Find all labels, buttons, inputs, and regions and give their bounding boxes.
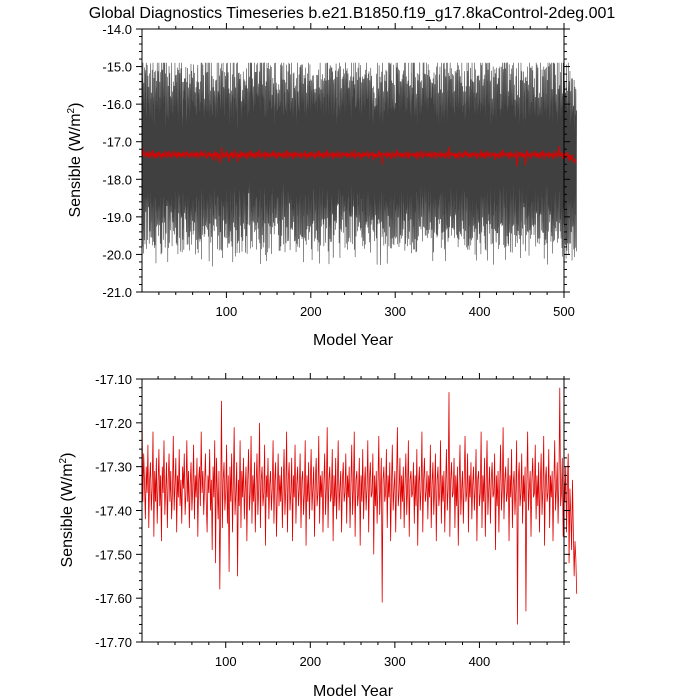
- bottom-y-axis-label: Sensible (W/m2): [58, 453, 76, 568]
- y-tick-label: -17.10: [95, 372, 132, 387]
- figure-title: Global Diagnostics Timeseries b.e21.B185…: [89, 5, 616, 22]
- y-tick-label: -16.0: [102, 97, 132, 112]
- x-tick-label: 100: [215, 654, 237, 669]
- y-tick-label: -19.0: [102, 210, 132, 225]
- x-tick-label: 300: [384, 304, 406, 319]
- y-tick-label: -17.0: [102, 135, 132, 150]
- top-y-tick-labels: -14.0 -15.0 -16.0 -17.0 -18.0 -19.0 -20.0 -21.0: [102, 22, 132, 300]
- y-tick-label: -21.0: [102, 285, 132, 300]
- top-annual-series: [141, 146, 577, 167]
- y-tick-label: -17.70: [95, 635, 132, 650]
- x-tick-label: 200: [300, 304, 322, 319]
- x-tick-label: 100: [216, 304, 238, 319]
- annual-mean-line: [141, 146, 577, 167]
- monthly-line: [141, 62, 577, 267]
- bottom-x-tick-labels: 100 200 300 400: [215, 654, 490, 669]
- y-tick-label: -17.60: [95, 591, 132, 606]
- x-tick-label: 400: [469, 304, 491, 319]
- x-tick-label: 400: [469, 654, 491, 669]
- y-tick-label: -18.0: [102, 172, 132, 187]
- top-x-tick-labels: 100 200 300 400 500: [216, 304, 575, 319]
- x-tick-label: 200: [299, 654, 321, 669]
- y-tick-label: -20.0: [102, 247, 132, 262]
- top-x-axis-label: Model Year: [313, 332, 394, 349]
- bottom-annual-series: [141, 387, 578, 625]
- top-plot-frame: [141, 28, 565, 293]
- top-monthly-series: [141, 62, 577, 267]
- y-tick-label: -17.20: [95, 416, 132, 431]
- top-panel: -14.0 -15.0 -16.0 -17.0 -18.0 -19.0 -20.0 -21.0…: [66, 22, 577, 349]
- top-axis-ticks: [136, 23, 570, 298]
- y-tick-label: -17.50: [95, 547, 132, 562]
- y-tick-label: -14.0: [102, 22, 132, 37]
- bottom-y-tick-labels: -17.10 -17.20 -17.30 -17.40 -17.50 -17.60 -17.…: [95, 372, 132, 650]
- y-tick-label: -15.0: [102, 60, 132, 75]
- x-tick-label: 500: [553, 304, 575, 319]
- y-tick-label: -17.30: [95, 460, 132, 475]
- bottom-panel: -17.10 -17.20 -17.30 -17.40 -17.50 -17.60 -17.…: [58, 372, 578, 700]
- x-tick-label: 300: [384, 654, 406, 669]
- annual-line: [141, 387, 578, 625]
- top-y-axis-label: Sensible (W/m2): [66, 103, 84, 218]
- y-tick-label: -17.40: [95, 504, 132, 519]
- bottom-axis-ticks: [136, 373, 570, 648]
- bottom-x-axis-label: Model Year: [313, 683, 394, 700]
